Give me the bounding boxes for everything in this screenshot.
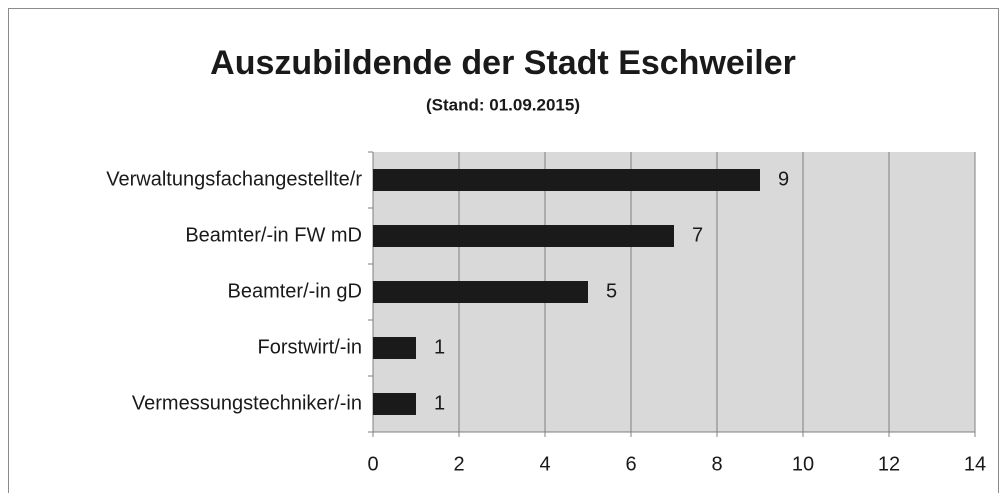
bar bbox=[373, 393, 416, 415]
y-tick-label: Beamter/-in gD bbox=[228, 280, 363, 302]
x-tick-label: 4 bbox=[539, 453, 550, 475]
x-tick-label: 6 bbox=[625, 453, 636, 475]
x-tick-label: 0 bbox=[367, 453, 378, 475]
chart-title: Auszubildende der Stadt Eschweiler bbox=[210, 44, 796, 82]
bar bbox=[373, 225, 674, 247]
bar bbox=[373, 337, 416, 359]
bar bbox=[373, 281, 588, 303]
y-tick-label: Verwaltungsfachangestellte/r bbox=[106, 168, 362, 190]
x-tick-label: 2 bbox=[453, 453, 464, 475]
x-tick-label: 12 bbox=[878, 453, 900, 475]
data-label: 1 bbox=[434, 392, 445, 414]
y-tick-label: Beamter/-in FW mD bbox=[185, 224, 362, 246]
data-label: 1 bbox=[434, 336, 445, 358]
chart-subtitle: (Stand: 01.09.2015) bbox=[426, 95, 580, 114]
data-label: 7 bbox=[692, 224, 703, 246]
y-tick-label: Vermessungstechniker/-in bbox=[132, 392, 362, 414]
y-tick-label: Forstwirt/-in bbox=[258, 336, 362, 358]
bar bbox=[373, 169, 760, 191]
x-tick-label: 14 bbox=[964, 453, 986, 475]
x-tick-label: 8 bbox=[711, 453, 722, 475]
data-label: 9 bbox=[778, 168, 789, 190]
data-label: 5 bbox=[606, 280, 617, 302]
x-tick-label: 10 bbox=[792, 453, 814, 475]
